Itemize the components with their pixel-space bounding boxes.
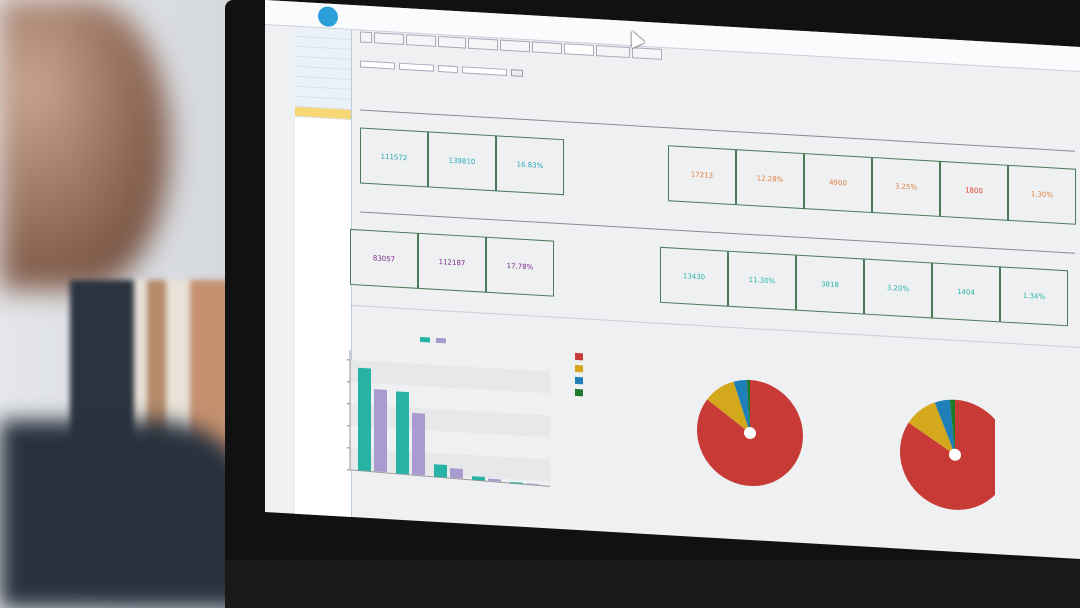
bar bbox=[450, 468, 463, 479]
tab-active[interactable] bbox=[564, 43, 594, 56]
tab[interactable] bbox=[596, 45, 630, 59]
tab[interactable] bbox=[500, 39, 530, 53]
stat-card: 16.83% bbox=[496, 135, 564, 196]
stat-value: 17.78% bbox=[506, 261, 534, 272]
bar bbox=[472, 476, 485, 481]
tab[interactable] bbox=[632, 47, 662, 60]
stat-value: 1404 bbox=[957, 287, 975, 297]
stat-value: 1.34% bbox=[1022, 291, 1046, 301]
stat-card: 1800 bbox=[940, 160, 1008, 221]
bar bbox=[358, 367, 371, 472]
stat-value: 111572 bbox=[380, 152, 408, 163]
stat-card: 1.34% bbox=[1000, 266, 1068, 327]
monitor-base bbox=[225, 560, 1080, 608]
tab[interactable] bbox=[374, 32, 404, 46]
pie-slice bbox=[934, 399, 955, 455]
bar bbox=[434, 464, 447, 478]
person-head bbox=[0, 0, 170, 290]
filter-bar bbox=[360, 60, 523, 77]
tab[interactable] bbox=[532, 41, 562, 55]
stat-value: 12.28% bbox=[756, 174, 784, 184]
stat-value: 139810 bbox=[448, 156, 476, 167]
stat-card: 1404 bbox=[932, 262, 1000, 323]
bar bbox=[510, 482, 523, 484]
x-axis bbox=[349, 469, 551, 487]
legend-swatch bbox=[420, 336, 430, 343]
option-select[interactable] bbox=[462, 66, 507, 76]
stat-card: 1.30% bbox=[1008, 164, 1076, 225]
bar bbox=[374, 389, 387, 473]
stat-card: 83057 bbox=[350, 228, 418, 289]
pie-slice bbox=[746, 379, 750, 433]
grid-band bbox=[350, 359, 550, 394]
legend-swatch bbox=[575, 352, 583, 361]
legend-swatch bbox=[436, 337, 446, 344]
person-shoulder bbox=[0, 420, 250, 608]
stat-value: 3818 bbox=[821, 280, 839, 290]
stat-value: 17213 bbox=[690, 170, 714, 180]
tab[interactable] bbox=[360, 31, 372, 44]
stat-card: 11.30% bbox=[728, 250, 796, 311]
date-end-input[interactable] bbox=[399, 62, 434, 72]
stat-value: 3.20% bbox=[886, 283, 910, 294]
pie-slice bbox=[733, 379, 750, 433]
bar bbox=[488, 478, 501, 482]
stat-value: 4900 bbox=[829, 178, 847, 188]
stat-card: 13430 bbox=[660, 246, 728, 307]
stat-value: 1.30% bbox=[1030, 190, 1054, 200]
query-button[interactable] bbox=[511, 69, 523, 77]
bar bbox=[526, 483, 539, 485]
stat-card: 4900 bbox=[804, 153, 872, 213]
stat-card: 12.28% bbox=[736, 149, 804, 210]
tab[interactable] bbox=[468, 37, 498, 51]
pie-charts bbox=[575, 352, 995, 510]
pie-slice bbox=[707, 381, 750, 433]
bar bbox=[396, 391, 409, 475]
legend-swatch bbox=[575, 376, 583, 385]
pie-slice bbox=[949, 399, 955, 455]
grid-band bbox=[350, 381, 550, 416]
stat-card: 111572 bbox=[360, 127, 428, 188]
stat-value: 11.30% bbox=[748, 275, 776, 286]
pie-hole bbox=[949, 448, 961, 461]
stat-card: 139810 bbox=[428, 131, 496, 192]
row1-right-cards: 17213 12.28% 4900 3.25% 1800 1.30% bbox=[668, 145, 1076, 225]
bar bbox=[412, 412, 425, 476]
monitor-screen: 111572 139810 16.83% 17213 12.28% 4900 3.25% 18… bbox=[265, 0, 1080, 559]
legend-swatch bbox=[575, 364, 583, 373]
sidebar-item-active[interactable] bbox=[295, 106, 351, 120]
type-select[interactable] bbox=[438, 64, 458, 74]
tab[interactable] bbox=[438, 35, 466, 49]
stat-card: 3.20% bbox=[864, 258, 932, 319]
stat-card: 3818 bbox=[796, 254, 864, 315]
row2-right-cards: 13430 11.30% 3818 3.20% 1404 1.34% bbox=[660, 246, 1068, 327]
stat-value: 112187 bbox=[438, 258, 466, 268]
stat-value: 1800 bbox=[965, 186, 983, 196]
stat-value: 3.25% bbox=[894, 182, 918, 192]
stat-card: 112187 bbox=[418, 232, 486, 293]
row1-left-cards: 111572 139810 16.83% bbox=[360, 127, 564, 196]
stat-card: 17.78% bbox=[486, 236, 554, 297]
stat-value: 83057 bbox=[372, 254, 396, 264]
pie-hole bbox=[744, 426, 756, 439]
legend-swatch bbox=[575, 388, 583, 397]
bar-chart bbox=[347, 336, 551, 487]
stat-value: 16.83% bbox=[516, 160, 544, 171]
stat-value: 13430 bbox=[682, 272, 706, 282]
row2-left-cards: 83057 112187 17.78% bbox=[350, 228, 554, 297]
stat-card: 17213 bbox=[668, 145, 736, 206]
date-start-input[interactable] bbox=[360, 60, 395, 70]
tab[interactable] bbox=[406, 34, 436, 47]
stat-card: 3.25% bbox=[872, 156, 940, 217]
app-logo bbox=[318, 6, 338, 28]
pie-slice bbox=[908, 402, 955, 455]
